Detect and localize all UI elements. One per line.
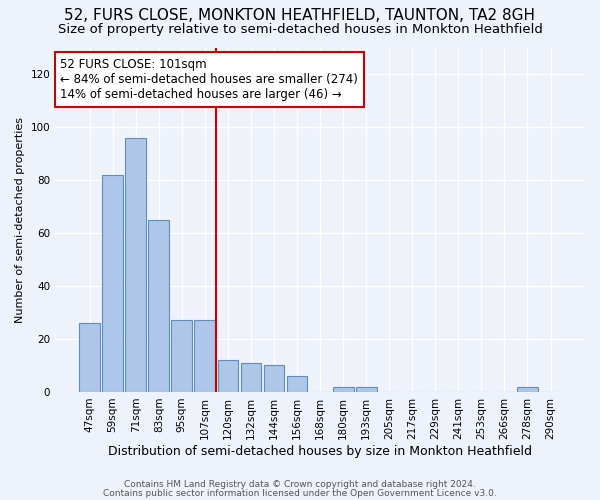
Bar bbox=[356, 386, 377, 392]
Bar bbox=[287, 376, 307, 392]
Bar bbox=[241, 363, 262, 392]
Text: 52, FURS CLOSE, MONKTON HEATHFIELD, TAUNTON, TA2 8GH: 52, FURS CLOSE, MONKTON HEATHFIELD, TAUN… bbox=[65, 8, 536, 22]
Bar bbox=[148, 220, 169, 392]
Y-axis label: Number of semi-detached properties: Number of semi-detached properties bbox=[15, 116, 25, 322]
Text: Size of property relative to semi-detached houses in Monkton Heathfield: Size of property relative to semi-detach… bbox=[58, 22, 542, 36]
Bar bbox=[125, 138, 146, 392]
Text: Contains HM Land Registry data © Crown copyright and database right 2024.: Contains HM Land Registry data © Crown c… bbox=[124, 480, 476, 489]
Bar bbox=[194, 320, 215, 392]
Bar bbox=[517, 386, 538, 392]
Bar bbox=[333, 386, 353, 392]
Bar bbox=[102, 174, 123, 392]
Text: Contains public sector information licensed under the Open Government Licence v3: Contains public sector information licen… bbox=[103, 488, 497, 498]
Bar bbox=[218, 360, 238, 392]
Bar bbox=[263, 366, 284, 392]
Bar bbox=[172, 320, 192, 392]
Text: 52 FURS CLOSE: 101sqm
← 84% of semi-detached houses are smaller (274)
14% of sem: 52 FURS CLOSE: 101sqm ← 84% of semi-deta… bbox=[61, 58, 358, 101]
X-axis label: Distribution of semi-detached houses by size in Monkton Heathfield: Distribution of semi-detached houses by … bbox=[108, 444, 532, 458]
Bar bbox=[79, 323, 100, 392]
